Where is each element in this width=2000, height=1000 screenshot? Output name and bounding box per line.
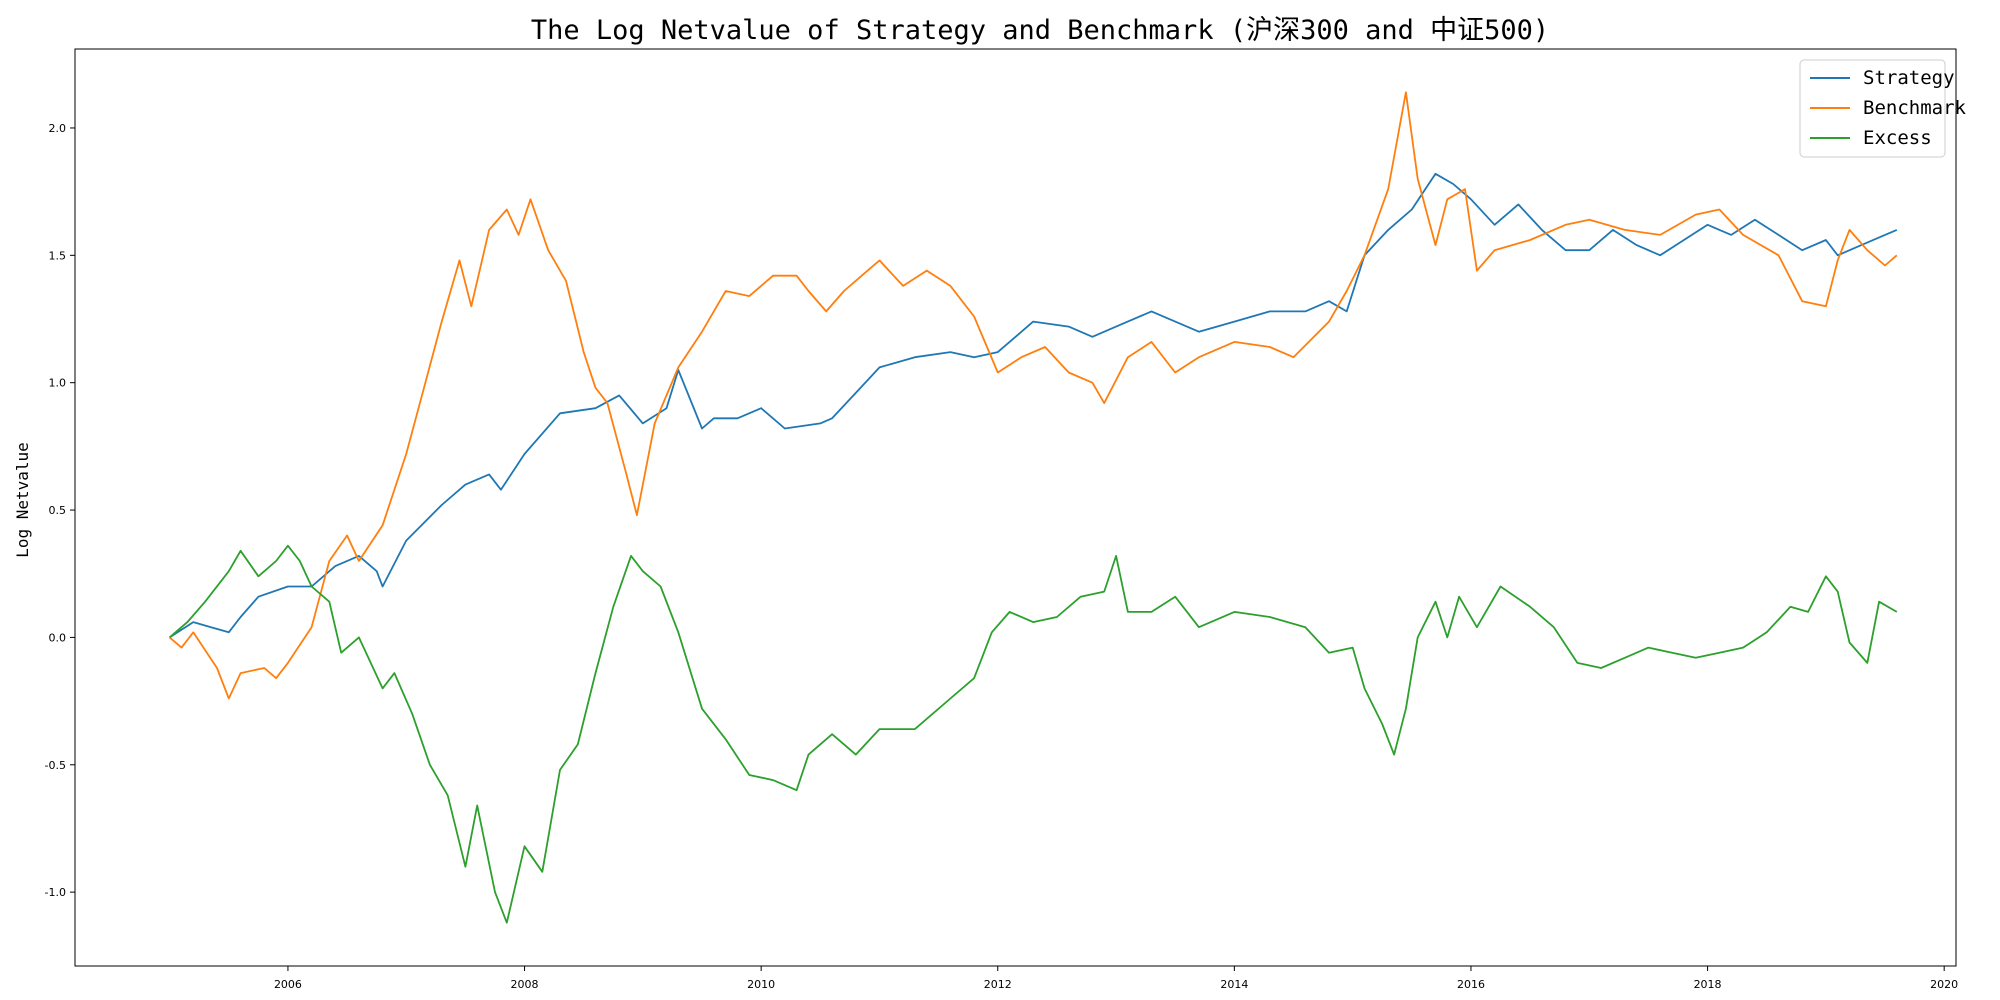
legend-label-excess: Excess [1863,127,1932,149]
chart-title: The Log Netvalue of Strategy and Benchma… [531,15,1549,46]
series-layer [169,91,1898,924]
legend-label-benchmark: Benchmark [1863,97,1967,119]
y-tick-label: 0.5 [49,504,67,517]
y-tick-label: -0.5 [45,759,66,772]
x-axis-ticks: 2006 2008 2010 2012 2014 2016 2018 2020 [274,966,1958,991]
legend: Strategy Benchmark Excess [1799,59,1967,158]
y-tick-label: 0.0 [49,631,67,644]
y-tick-label: 1.0 [49,377,67,390]
y-axis-label: Log Netvalue [13,442,32,558]
x-tick-label: 2010 [747,978,775,991]
x-tick-label: 2006 [274,978,302,991]
series-line-excess [169,544,1898,924]
x-tick-label: 2012 [984,978,1012,991]
y-axis-ticks: -1.0 -0.5 0.0 0.5 1.0 1.5 2.0 [45,122,75,899]
legend-label-strategy: Strategy [1863,67,1955,89]
x-tick-label: 2014 [1220,978,1248,991]
series-line-benchmark [169,91,1898,700]
x-tick-label: 2008 [511,978,539,991]
series-line-strategy [169,172,1898,639]
y-tick-label: 2.0 [49,122,67,135]
x-tick-label: 2020 [1930,978,1958,991]
plot-frame [74,48,1957,967]
y-tick-label: 1.5 [49,249,67,262]
y-tick-label: -1.0 [45,886,66,899]
x-tick-label: 2016 [1457,978,1485,991]
legend-box [1799,59,1946,158]
x-tick-label: 2018 [1694,978,1722,991]
